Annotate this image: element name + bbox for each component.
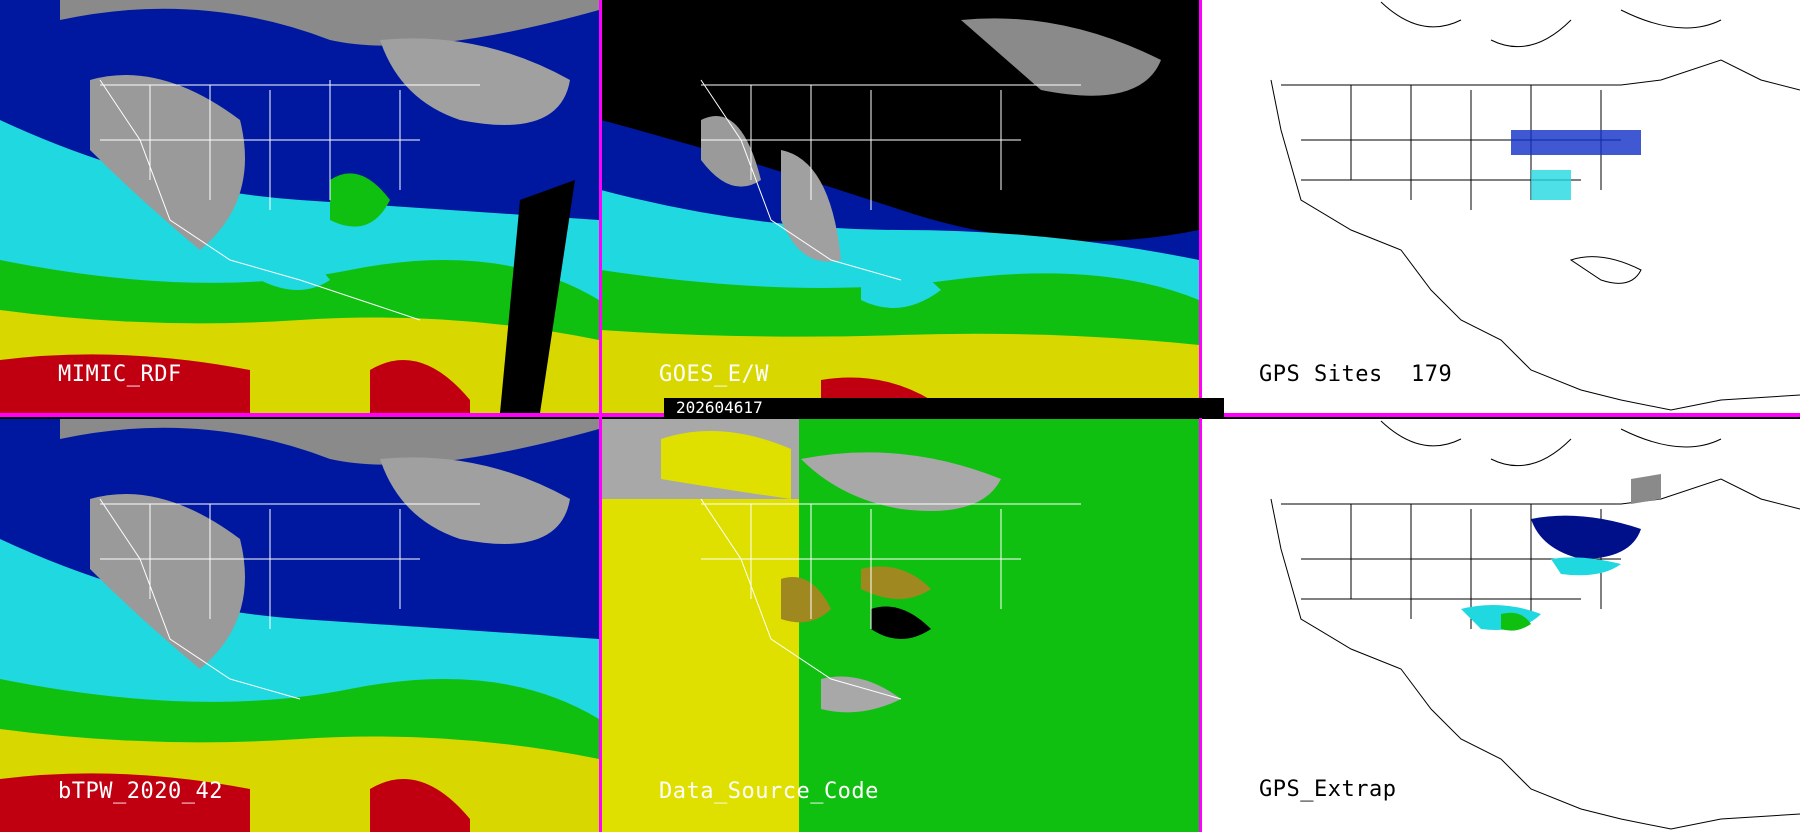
site-count: 179 bbox=[1411, 362, 1453, 387]
panel-data-source-code: Data_Source_Code bbox=[601, 419, 1199, 832]
timestamp-bar: 202604617 bbox=[664, 398, 1224, 418]
panel-label: bTPW_2020_42 bbox=[58, 779, 223, 804]
btpw-map bbox=[0, 419, 599, 832]
panel-gps-sites: GPS Sites 179 bbox=[1201, 0, 1800, 413]
panel-btpw: bTPW_2020_42 bbox=[0, 419, 599, 832]
panel-mimic-rdf: MIMIC_RDF bbox=[0, 0, 599, 413]
mimic-rdf-map bbox=[0, 0, 599, 413]
gps-extrap-map bbox=[1201, 419, 1800, 832]
panel-label: Data_Source_Code bbox=[659, 779, 879, 804]
panel-label: GPS_Extrap bbox=[1259, 777, 1397, 802]
panel-goes-ew: GOES_E/W bbox=[601, 0, 1199, 413]
gps-sites-map bbox=[1201, 0, 1800, 413]
panel-label: GOES_E/W bbox=[659, 362, 769, 387]
panel-label: GPS Sites bbox=[1259, 362, 1383, 387]
panel-gps-extrap: GPS_Extrap bbox=[1201, 419, 1800, 832]
goes-ew-map bbox=[601, 0, 1199, 413]
panel-label: MIMIC_RDF bbox=[58, 362, 182, 387]
data-source-code-map bbox=[601, 419, 1199, 832]
